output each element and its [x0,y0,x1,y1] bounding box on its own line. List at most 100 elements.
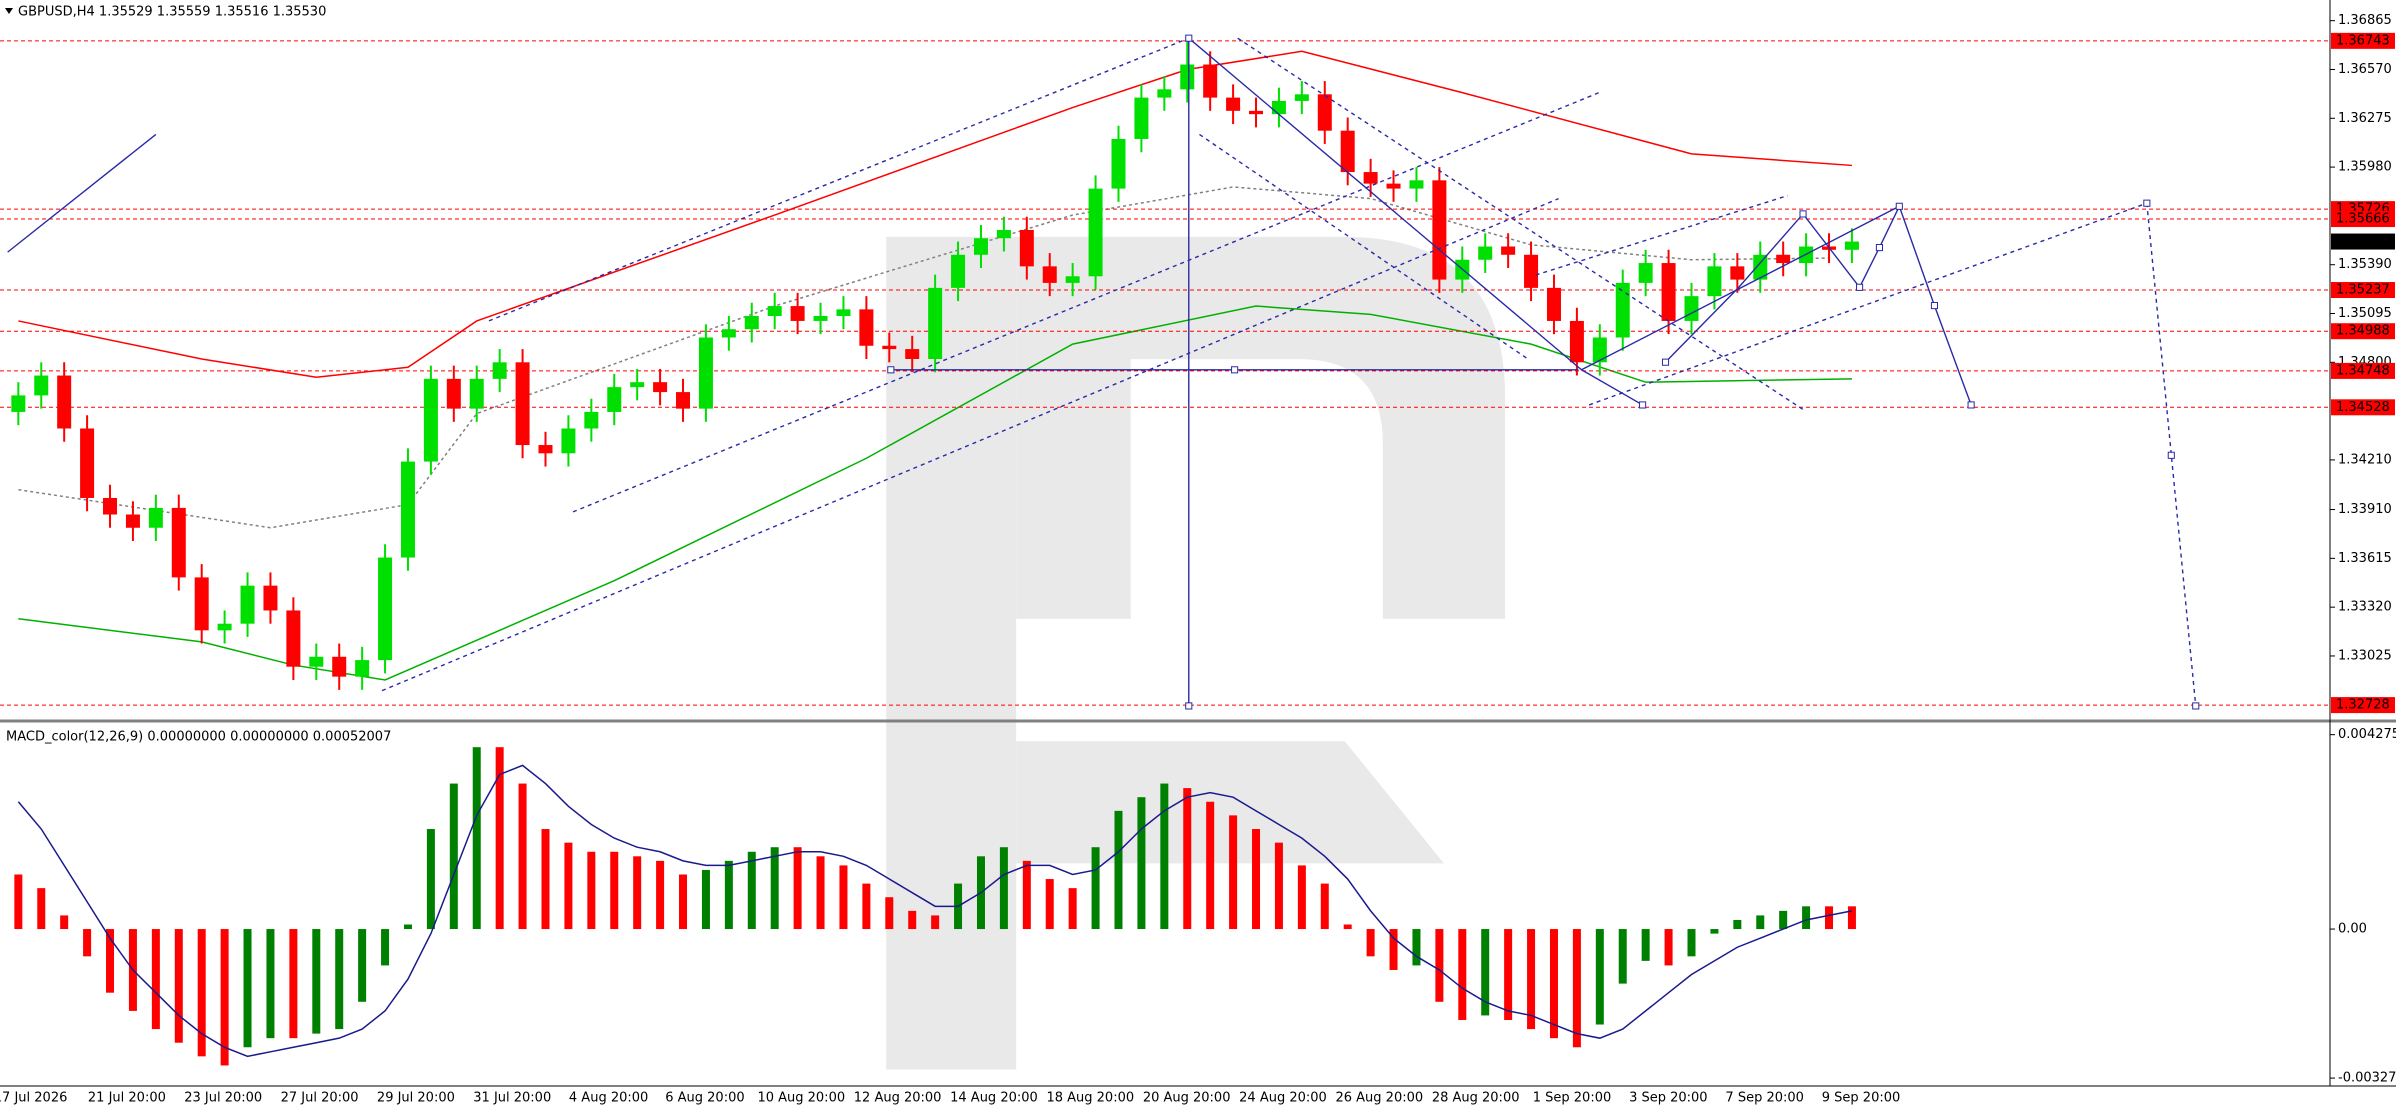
anchor [1640,402,1646,408]
macd-bar [358,929,367,1002]
level-label: 1.36743 [2336,33,2390,48]
macd-bar [1664,929,1673,966]
x-tick-label: 21 Jul 20:00 [88,1091,166,1106]
candle-body [905,349,920,359]
x-tick-label: 24 Aug 20:00 [1239,1091,1327,1106]
macd-bar [1481,929,1490,1016]
macd-bar [1733,919,1742,930]
y-tick-label: 1.36275 [2338,111,2392,126]
candle-body [1226,97,1241,111]
candle-body [1501,246,1516,255]
candle-body [1409,180,1424,189]
candle-body [996,229,1011,239]
candle-body [1019,229,1034,267]
x-tick-label: 18 Aug 20:00 [1046,1091,1134,1106]
candle-body [1432,180,1447,280]
x-tick-label: 31 Jul 20:00 [473,1091,551,1106]
macd-bar [1779,910,1788,930]
candle-body [515,362,530,446]
macd-bar [312,929,321,1034]
candle-body [790,306,805,321]
candle-body [813,315,828,321]
candle-body [1065,276,1080,283]
anchor [1931,303,1937,309]
candle-body [446,378,461,409]
current-price-label: 1.35530 [2336,234,2390,249]
y-tick-label: 1.33320 [2338,600,2392,615]
anchor [1232,367,1238,373]
candle-body [1524,254,1539,288]
moving-average [18,50,1852,378]
level-label-box [2331,323,2395,340]
macd-bar [449,783,458,930]
anchor [1896,203,1902,209]
level-label-box [2331,362,2395,379]
macd-bar [1022,860,1031,930]
trend-line [1581,370,1642,405]
candle-body [928,287,943,359]
y-tick-label: 1.36570 [2338,62,2392,77]
current-price-box [2331,233,2395,250]
candle-body [171,507,186,578]
candle-body [240,585,255,624]
macd-bar [1389,929,1398,970]
macd-bar [816,856,825,930]
candle-body [1546,287,1561,321]
macd-bar [472,747,481,930]
candle-body [1661,263,1676,321]
macd-bar [1229,815,1238,930]
anchor [1857,284,1863,290]
moving-average [18,305,1852,681]
macd-bar [541,829,550,930]
macd-bar [862,883,871,930]
candle-body [630,382,645,388]
macd-bar [885,897,894,930]
macd-bar [793,847,802,930]
anchor [2193,703,2199,709]
channel-line [1589,203,2147,405]
y-tick-label: 1.36865 [2338,13,2392,28]
macd-bar [1595,929,1604,1025]
level-label-box [2331,282,2395,299]
candle-body [355,660,370,677]
candle-body [1776,254,1791,264]
macd-bar [1160,783,1169,930]
macd-bar [1068,888,1077,930]
channel-line [1199,134,1528,359]
macd-bar [335,929,344,1030]
candle-body [194,577,209,631]
macd-bar [1206,801,1215,930]
macd-bar [1527,929,1536,1030]
macd-bar [1549,929,1558,1039]
x-tick-label: 14 Aug 20:00 [950,1091,1038,1106]
macd-bar [931,915,940,930]
macd-bar [633,856,642,930]
candle-body [1638,263,1653,283]
y-tick-label: 0.0042756 [2338,727,2396,742]
trend-line [8,134,156,252]
macd-bar [564,842,573,930]
candle-body [378,557,393,661]
macd-bar [724,860,733,930]
candle-body [492,362,507,379]
candle-body [1615,282,1630,338]
macd-bar [381,929,390,966]
candle-body [217,623,232,631]
candle-body [882,345,897,350]
candle-body [698,337,713,409]
candle-body [973,238,988,255]
x-tick-label: 7 Sep 20:00 [1725,1091,1804,1106]
y-tick-label: 1.34210 [2338,452,2392,467]
macd-bar [1183,788,1192,930]
anchor [1968,402,1974,408]
level-label-box [2331,399,2395,416]
x-tick-label: 9 Sep 20:00 [1822,1091,1901,1106]
x-tick-label: 12 Aug 20:00 [854,1091,942,1106]
macd-bar [1343,924,1352,930]
menu-triangle[interactable] [5,8,13,14]
macd-bar [1435,929,1444,1002]
candle-body [57,375,72,429]
